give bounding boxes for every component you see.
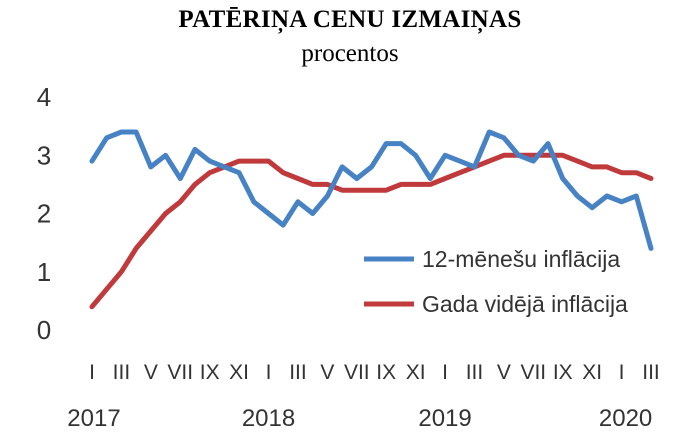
x-tick-label: IX — [376, 361, 396, 384]
year-label: 2018 — [242, 405, 295, 432]
y-tick-label: 3 — [37, 140, 51, 170]
x-tick-label: III — [642, 361, 660, 384]
y-tick-label: 4 — [37, 82, 51, 112]
year-label: 2017 — [67, 405, 120, 432]
chart-title: PATĒRIŅA CENU IZMAIŅAS — [178, 6, 522, 33]
legend-label: 12-mēnešu inflācija — [422, 246, 620, 272]
x-tick-label: IX — [553, 361, 573, 384]
x-tick-label: V — [497, 361, 511, 384]
series-line-average-inflation — [89, 152, 654, 310]
x-tick-label: XI — [229, 361, 249, 384]
x-tick-label: VII — [344, 361, 370, 384]
x-tick-label: V — [144, 361, 158, 384]
x-tick-label: III — [113, 361, 131, 384]
x-tick-label: I — [266, 361, 272, 384]
year-label: 2020 — [599, 405, 652, 432]
year-label: 2019 — [418, 405, 471, 432]
x-tick-label: III — [466, 361, 484, 384]
x-tick-label: VII — [520, 361, 546, 384]
y-tick-label: 0 — [37, 315, 51, 345]
series-line-monthly-inflation — [89, 129, 654, 251]
x-tick-label: IX — [200, 361, 220, 384]
x-tick-label: III — [289, 361, 307, 384]
chart-subtitle: procentos — [301, 40, 399, 67]
y-tick-label: 1 — [37, 257, 51, 287]
x-tick-label: XI — [582, 361, 602, 384]
x-tick-label: I — [89, 361, 95, 384]
x-tick-label: XI — [406, 361, 426, 384]
x-tick-label: V — [320, 361, 334, 384]
x-tick-label: VII — [167, 361, 193, 384]
legend-label: Gada vidējā inflācija — [422, 291, 628, 317]
x-tick-label: I — [619, 361, 625, 384]
y-tick-label: 2 — [37, 199, 51, 229]
x-tick-label: I — [442, 361, 448, 384]
